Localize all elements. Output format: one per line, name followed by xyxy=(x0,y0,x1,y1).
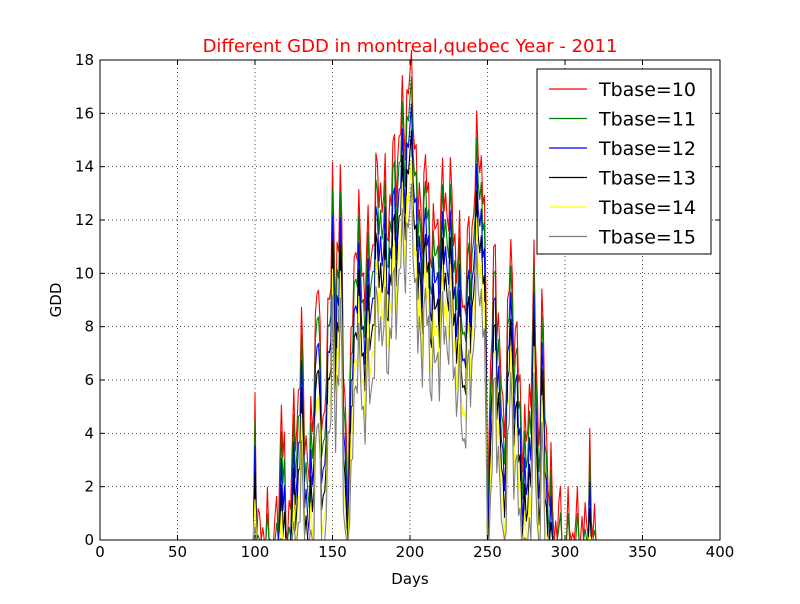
x-tick-label: 350 xyxy=(628,543,657,561)
legend-label: Tbase=12 xyxy=(598,138,696,160)
y-tick-label: 10 xyxy=(75,264,94,282)
x-tick-label: 100 xyxy=(241,543,270,561)
y-axis-label: GDD xyxy=(47,283,65,318)
y-tick-label: 6 xyxy=(84,371,94,389)
x-tick-label: 0 xyxy=(95,543,105,561)
legend-label: Tbase=11 xyxy=(598,109,696,131)
legend-label: Tbase=15 xyxy=(598,227,696,249)
legend-label: Tbase=10 xyxy=(598,79,696,101)
x-tick-label: 400 xyxy=(706,543,735,561)
legend-box xyxy=(536,68,712,255)
y-tick-label: 16 xyxy=(75,104,94,122)
axis-ticks: 0 50 100 150 200 250 300 350 400 0 2 4 6 8 10 12 14 16 18 xyxy=(75,51,734,561)
x-tick-label: 300 xyxy=(551,543,580,561)
x-axis-label: Days xyxy=(391,570,429,588)
x-tick-label: 50 xyxy=(168,543,187,561)
chart-title: Different GDD in montreal,quebec Year - … xyxy=(203,36,618,57)
y-tick-label: 2 xyxy=(84,478,94,496)
y-tick-label: 12 xyxy=(75,211,94,229)
y-tick-label: 8 xyxy=(84,318,94,336)
x-tick-label: 150 xyxy=(318,543,347,561)
y-tick-label: 0 xyxy=(84,531,94,549)
y-tick-label: 14 xyxy=(75,158,94,176)
legend: Tbase=10 Tbase=11 Tbase=12 Tbase=13 Tbase=14… xyxy=(536,68,712,255)
x-tick-label: 250 xyxy=(473,543,502,561)
legend-label: Tbase=13 xyxy=(598,168,696,190)
y-tick-label: 4 xyxy=(84,424,94,442)
y-tick-label: 18 xyxy=(75,51,94,69)
legend-label: Tbase=14 xyxy=(598,197,696,219)
x-tick-label: 200 xyxy=(396,543,425,561)
